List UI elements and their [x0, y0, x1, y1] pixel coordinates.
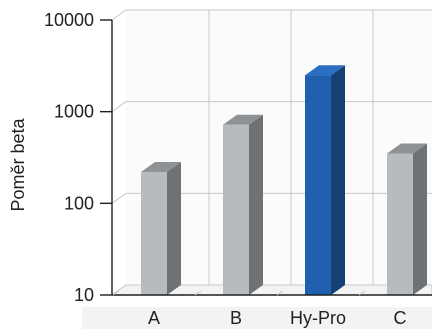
bar-top [387, 143, 427, 154]
y-tick-label: 10000 [44, 10, 94, 30]
y-tick-label: 100 [64, 193, 94, 213]
category-separator [194, 290, 202, 296]
bar-side [249, 114, 263, 295]
y-tick-label: 10 [74, 285, 94, 305]
x-tick-label: Hy-Pro [290, 308, 346, 328]
y-gridline [111, 9, 432, 21]
bar-top [223, 114, 263, 125]
bar-side [413, 143, 427, 295]
y-tick-label: 1000 [54, 102, 94, 122]
category-band [82, 307, 432, 329]
y-axis-label: Poměr beta [8, 117, 28, 211]
x-tick-label: C [394, 308, 407, 328]
x-tick-label: B [230, 308, 242, 328]
category-separator [112, 290, 120, 296]
floor-plane [111, 284, 432, 296]
bar-top [141, 161, 181, 172]
bar-b [223, 124, 249, 295]
bar-side [331, 65, 345, 295]
category-separator [276, 290, 284, 296]
bar-top [305, 65, 345, 76]
bar-a [141, 171, 167, 295]
bar-hy-pro [305, 75, 331, 295]
bars-layer [141, 65, 427, 295]
x-tick-label: A [148, 308, 160, 328]
axes-layer [100, 19, 432, 296]
category-separator [358, 290, 366, 296]
bar-c [387, 153, 413, 295]
labels-layer: 10000 1000 100 10 A B Hy-Pro C [44, 10, 432, 329]
bar-side [167, 161, 181, 295]
